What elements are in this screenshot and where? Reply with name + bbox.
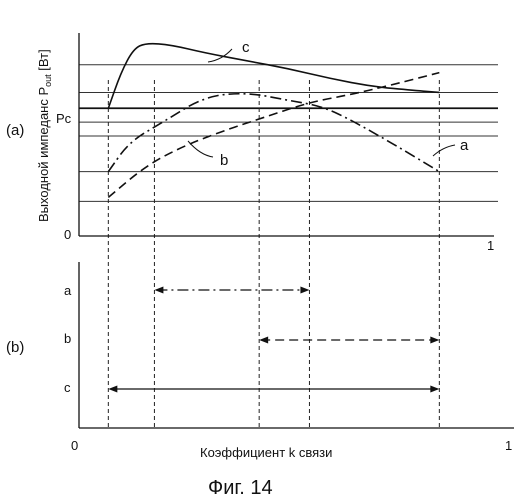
panel-b-tag: (b) <box>6 339 24 356</box>
range-label-a: a <box>64 283 72 298</box>
series-c-line <box>108 44 439 109</box>
series-b-line <box>108 73 439 198</box>
panel-a-tag: (a) <box>6 122 24 139</box>
pc-label: Pc <box>56 111 72 126</box>
curve-label-b: b <box>220 152 228 169</box>
ranges-layer <box>108 287 439 393</box>
range-b-arrow-left <box>259 337 268 344</box>
range-a-arrow-left <box>154 287 163 294</box>
panel-b-x-tick-0: 0 <box>71 438 78 453</box>
y-axis-title-unit: [Вт] <box>36 49 51 74</box>
range-b-arrow-right <box>430 337 439 344</box>
panel-a-x-tick-0: 0 <box>64 227 71 242</box>
marker-lines-layer <box>108 80 439 428</box>
curve-label-a: a <box>460 137 469 154</box>
range-c-arrow-left <box>108 386 117 393</box>
y-axis-title: Выходной импеданс Pout [Вт] <box>36 49 53 222</box>
panel-a-x-tick-1: 1 <box>487 238 494 253</box>
range-label-b: b <box>64 331 71 346</box>
leader-line-a <box>433 145 455 156</box>
y-axis-title-subscript: out <box>43 74 53 87</box>
curve-label-c: c <box>242 39 250 56</box>
x-axis-title: Коэффициент k связи <box>200 445 332 460</box>
range-a-arrow-right <box>300 287 309 294</box>
range-c-arrow-right <box>430 386 439 393</box>
series-layer <box>108 44 439 198</box>
range-label-c: c <box>64 380 71 395</box>
figure-caption: Фиг. 14 <box>208 477 273 499</box>
panel-b-x-tick-1: 1 <box>505 438 512 453</box>
y-axis-title-main: Выходной импеданс P <box>36 87 51 222</box>
grid-layer <box>79 65 498 202</box>
